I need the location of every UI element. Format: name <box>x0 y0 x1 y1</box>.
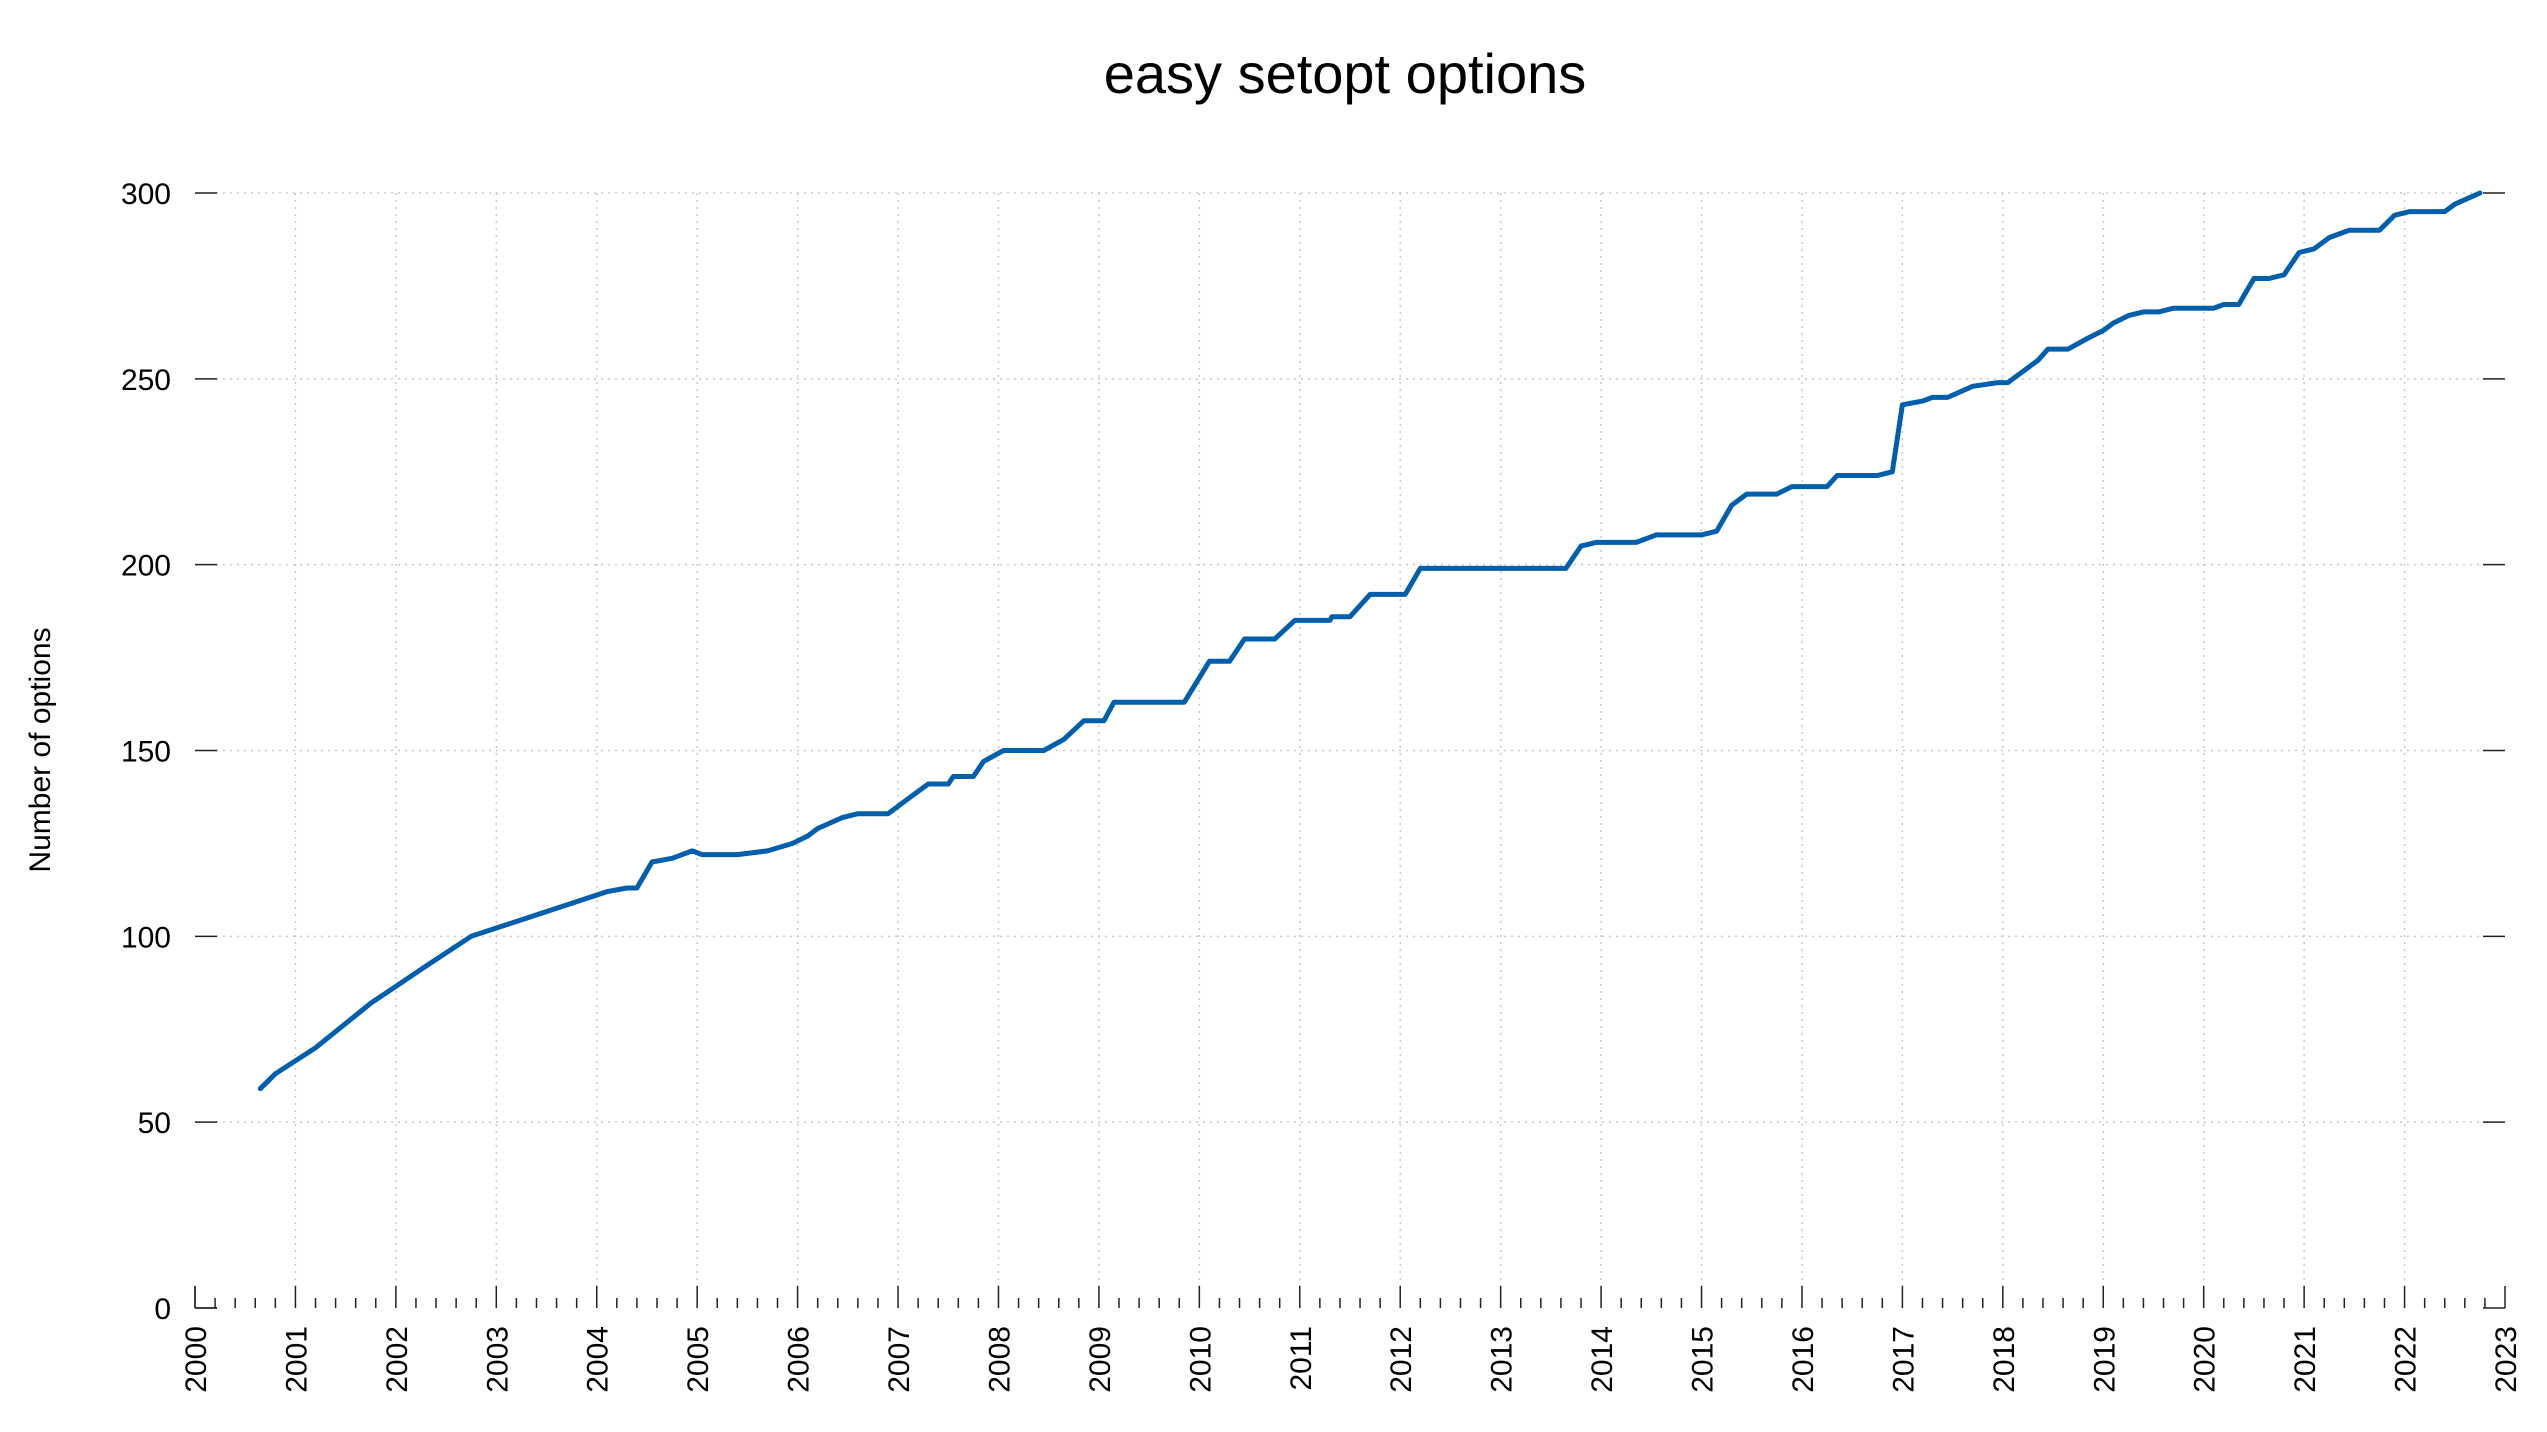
y-tick-label: 150 <box>121 736 171 769</box>
y-tick-label: 100 <box>121 921 171 954</box>
x-tick-label: 2009 <box>1084 1326 1117 1393</box>
y-tick-label: 0 <box>154 1293 171 1326</box>
x-tick-label: 2022 <box>2390 1326 2423 1393</box>
x-tick-label: 2008 <box>983 1326 1016 1393</box>
x-tick-label: 2012 <box>1385 1326 1418 1393</box>
y-tick-label: 200 <box>121 550 171 583</box>
x-tick-label: 2004 <box>582 1326 615 1393</box>
grid-lines <box>195 192 2505 1308</box>
y-tick-label: 250 <box>121 364 171 397</box>
x-tick-label: 2019 <box>2088 1326 2121 1393</box>
x-tick-label: 2010 <box>1184 1326 1217 1393</box>
x-tick-label: 2021 <box>2289 1326 2322 1393</box>
x-tick-label: 2017 <box>1887 1326 1920 1393</box>
x-tick-label: 2014 <box>1586 1326 1619 1393</box>
x-tick-label: 2015 <box>1687 1326 1720 1393</box>
x-tick-label: 2020 <box>2189 1326 2222 1393</box>
series-layer <box>257 190 2483 1092</box>
x-tick-label: 2005 <box>682 1326 715 1393</box>
x-tick-label: 2018 <box>1988 1326 2021 1393</box>
y-tick-label: 300 <box>121 178 171 211</box>
y-axis-label: Number of options <box>24 627 57 872</box>
x-tick-label: 2006 <box>783 1326 816 1393</box>
chart-title: easy setopt options <box>1104 42 1587 105</box>
x-tick-label: 2003 <box>481 1326 514 1393</box>
axes: 0 50 100 150 200 250 300 2000 2001 2002 2003 2004 20… <box>121 178 2523 1393</box>
x-tick-label: 2023 <box>2490 1326 2523 1393</box>
x-tick-label: 2016 <box>1787 1326 1820 1393</box>
x-tick-label: 2013 <box>1486 1326 1519 1393</box>
y-tick-label: 50 <box>138 1107 171 1140</box>
x-tick-label: 2000 <box>180 1326 213 1393</box>
x-tick-label: 2007 <box>883 1326 916 1393</box>
x-tick-label: 2011 <box>1285 1326 1318 1391</box>
series-line <box>257 190 2483 1092</box>
x-tick-label: 2001 <box>280 1326 313 1393</box>
x-tick-label: 2002 <box>381 1326 414 1393</box>
